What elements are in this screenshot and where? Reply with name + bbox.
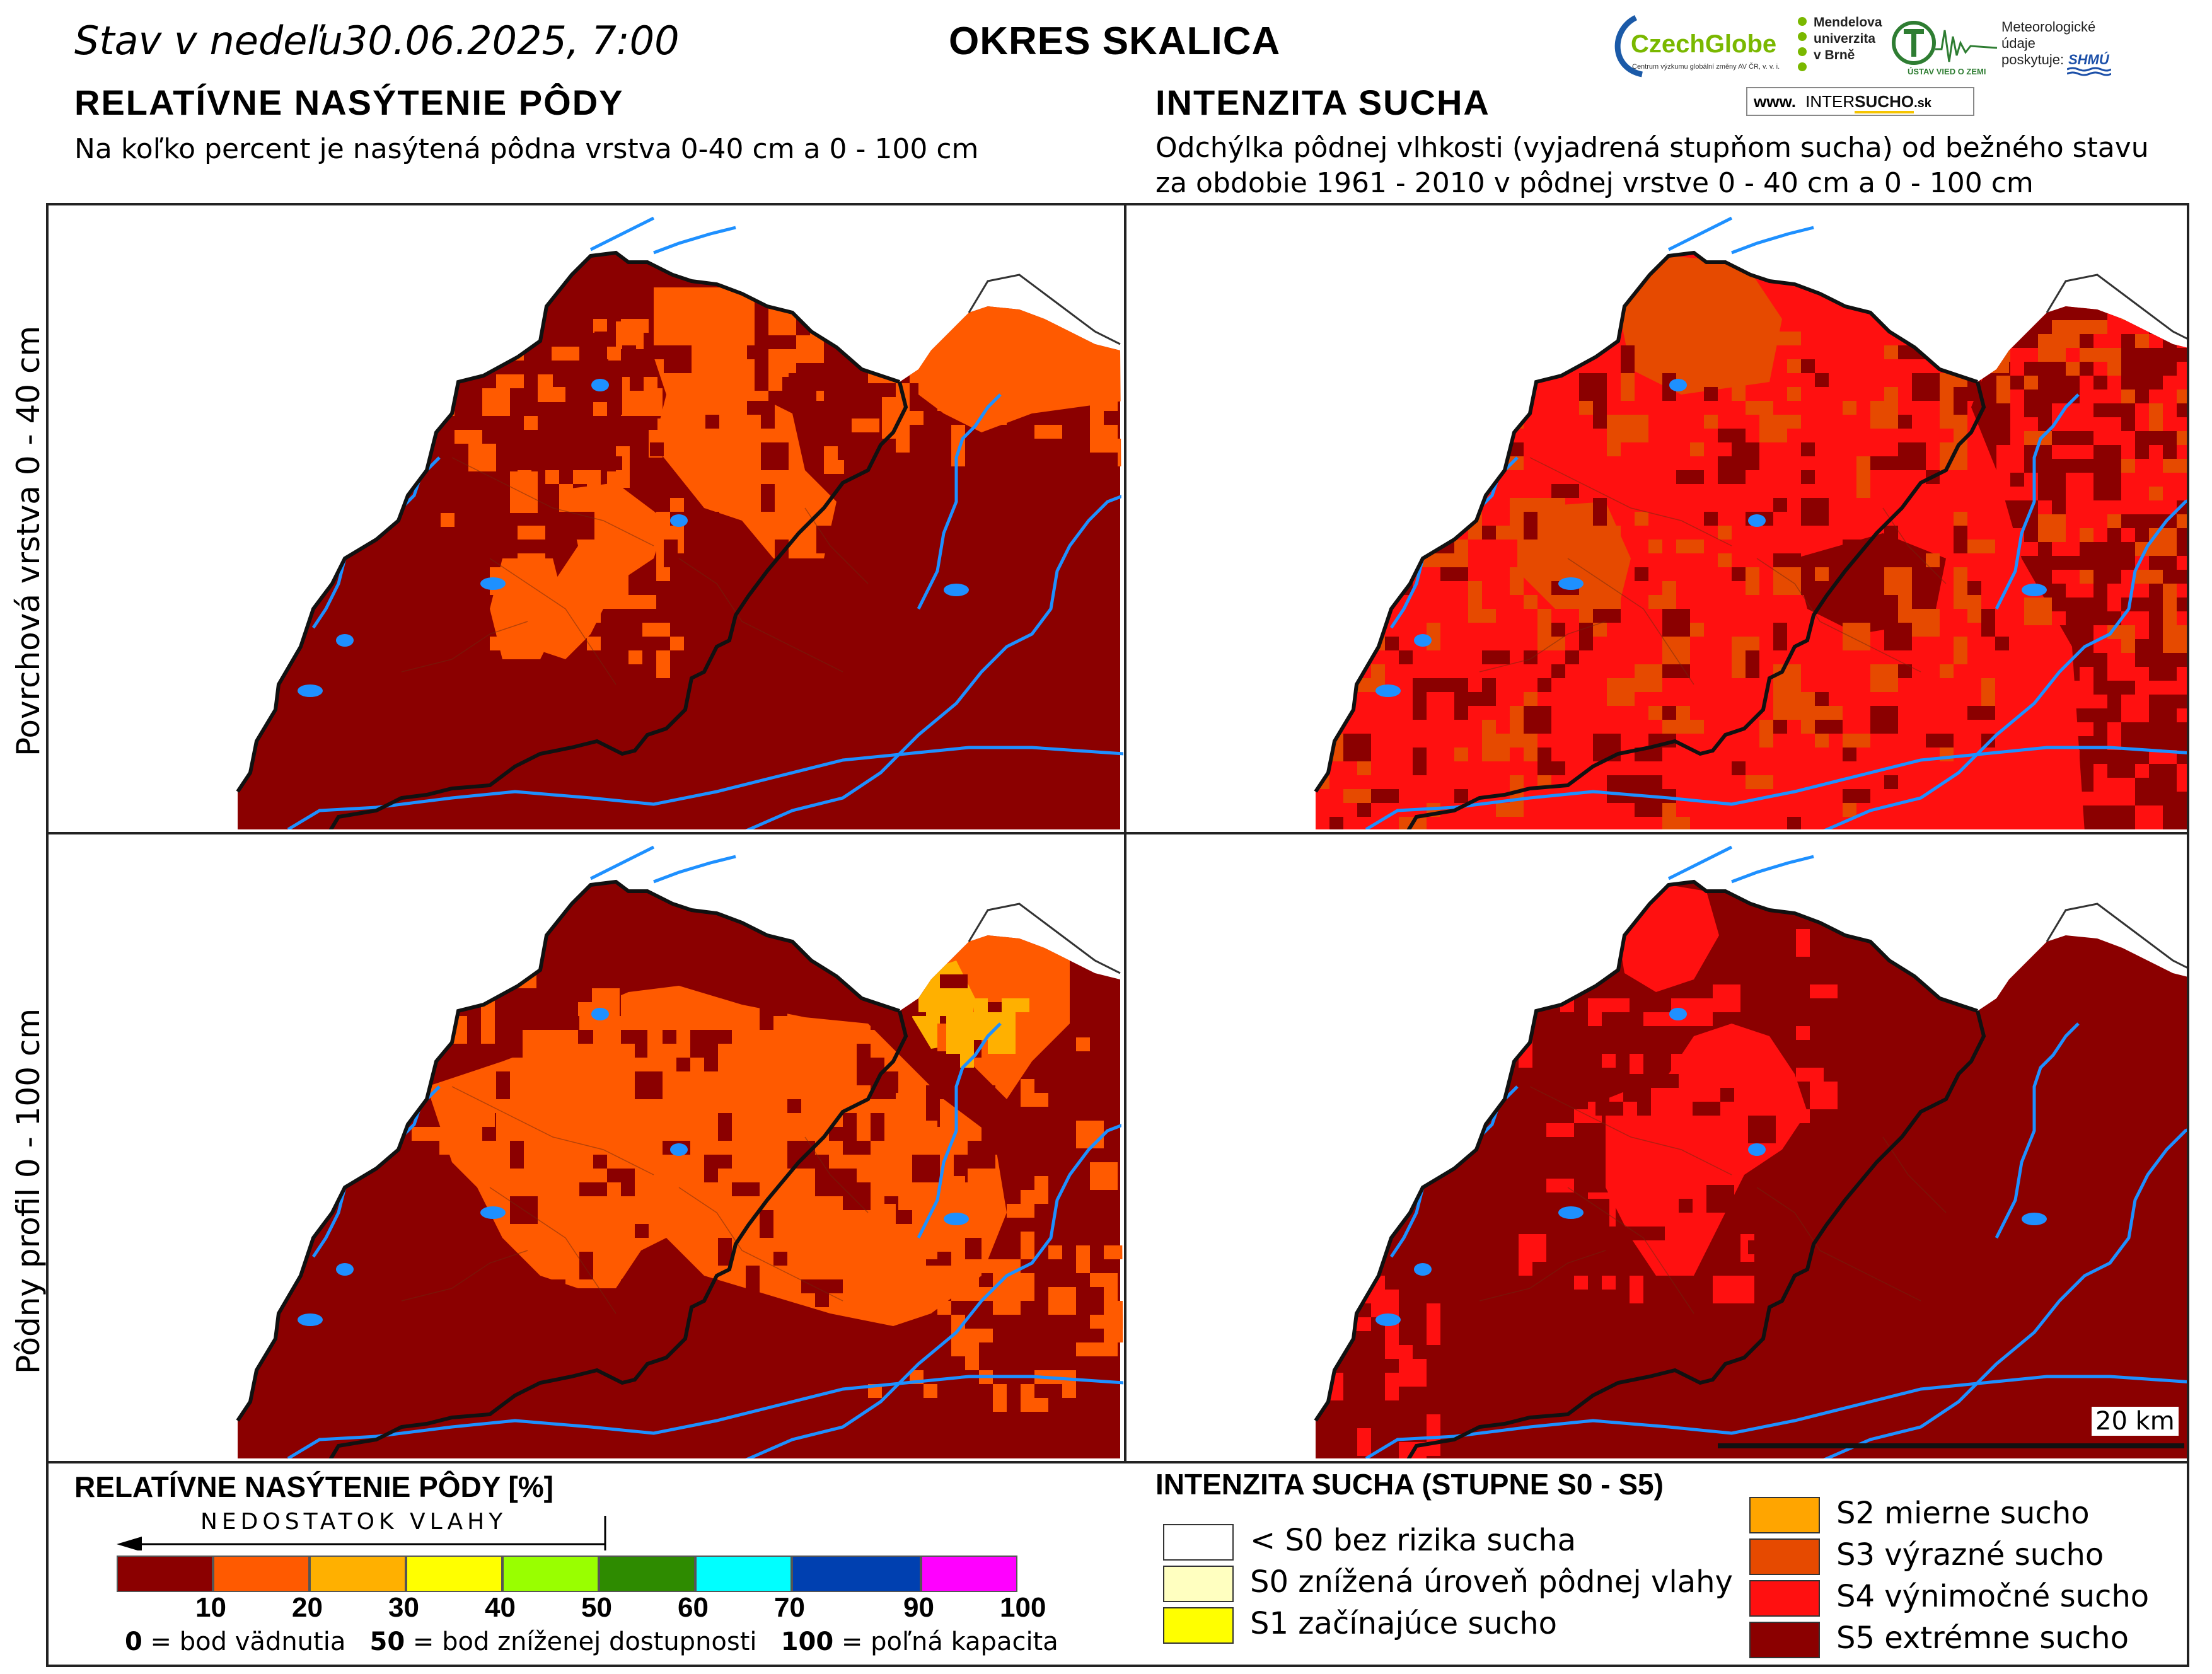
saturation-note: 0 = bod vädnutia 50 = bod zníženej dostu… (125, 1627, 1058, 1656)
saturation-swatch (599, 1556, 695, 1592)
scale-bar-label: 20 km (2092, 1407, 2179, 1436)
map-saturation-profile (49, 834, 1126, 1458)
drought-legend-swatch (1749, 1538, 1820, 1575)
intersucho-prefix: www. (1754, 92, 1796, 111)
shmu-logo: SHMÚ (2068, 52, 2109, 67)
drought-legend-swatch (1163, 1566, 1234, 1602)
czechglobe-swoosh-icon (1614, 14, 1643, 78)
arrow-left-icon (117, 1516, 606, 1550)
mendel-line-1: Mendelova (1814, 15, 1882, 30)
saturation-swatch (921, 1556, 1017, 1592)
saturation-tick-label: 40 (485, 1592, 516, 1623)
map-saturation-topsoil-svg (236, 216, 1124, 829)
district-title: OKRES SKALICA (949, 20, 1281, 63)
note-0-value: 0 (125, 1627, 142, 1656)
map-drought-profile-svg (1314, 845, 2187, 1458)
drought-legend-label: S1 začínajúce sucho (1250, 1606, 1557, 1641)
left-subtitle: Na koľko percent je nasýtená pôdna vrstv… (74, 133, 979, 165)
ustav-logo: ÚSTAV VIED O ZEMI (1891, 18, 1998, 81)
drought-legend-label: S4 výnimočné sucho (1836, 1579, 2150, 1614)
saturation-swatch (792, 1556, 921, 1592)
note-0-text: = bod vädnutia (142, 1627, 346, 1656)
drought-legend-swatch (1163, 1524, 1234, 1561)
czechglobe-subtitle: Centrum výzkumu globální změny AV ČR, v.… (1632, 63, 1780, 71)
saturation-swatch (117, 1556, 213, 1592)
saturation-tick-label: 30 (388, 1592, 419, 1623)
arrow-label: NEDOSTATOK VLAHY (200, 1509, 507, 1535)
saturation-tick-label: 100 (1000, 1592, 1046, 1623)
note-100-text: = poľná kapacita (833, 1627, 1058, 1656)
meteo-line-3: poskytuje: (2001, 52, 2064, 67)
shmu-block: Meteorologické údaje poskytuje: SHMÚ (2001, 19, 2128, 82)
meteo-line-1: Meteorologické (2001, 19, 2096, 35)
map-frame (46, 203, 2189, 1667)
map-drought-profile (1126, 834, 2187, 1458)
intersucho-suffix: .sk (1914, 96, 1931, 110)
saturation-legend-title: RELATÍVNE NASÝTENIE PÔDY [%] (74, 1470, 553, 1503)
drought-legend-swatch (1749, 1497, 1820, 1533)
saturation-swatch (310, 1556, 406, 1592)
scale-bar (1718, 1443, 2184, 1448)
map-drought-topsoil (1126, 205, 2187, 829)
meteo-line-2: údaje (2001, 35, 2035, 51)
drought-legend-label: < S0 bez rizika sucha (1250, 1523, 1577, 1558)
frame-divider-legend (46, 1461, 2189, 1463)
intersucho-sucho: SUCHO (1855, 92, 1914, 113)
czechglobe-logo: CzechGlobe Centrum výzkumu globální změn… (1611, 11, 1797, 81)
note-50-text: = bod zníženej dostupnosti (405, 1627, 757, 1656)
drought-legend-swatch (1163, 1607, 1234, 1644)
drought-legend-title: INTENZITA SUCHA (STUPNE S0 - S5) (1155, 1468, 1664, 1501)
map-saturation-profile-svg (236, 845, 1124, 1458)
map-drought-topsoil-svg (1314, 216, 2187, 829)
mendel-line-3: v Brně (1814, 48, 1855, 62)
row-label-top: Povrchová vrstva 0 - 40 cm (10, 325, 47, 756)
right-subtitle-2: za obdobie 1961 - 2010 v pôdnej vrstve 0… (1155, 167, 2034, 199)
czechglobe-name: CzechGlobe (1631, 30, 1777, 58)
right-title: INTENZITA SUCHA (1155, 83, 1490, 122)
map-saturation-topsoil (49, 205, 1126, 829)
drought-legend-swatch (1749, 1580, 1820, 1617)
drought-legend-label: S5 extrémne sucho (1836, 1620, 2129, 1656)
saturation-swatch (695, 1556, 792, 1592)
waves-icon (2067, 67, 2111, 76)
frame-divider-middle (46, 832, 2189, 834)
saturation-tick-label: 20 (292, 1592, 323, 1623)
note-50-value: 50 (369, 1627, 405, 1656)
saturation-swatch (502, 1556, 599, 1592)
note-100-value: 100 (780, 1627, 834, 1656)
saturation-ticks: 10 20 30 40 50 60 70 90 100 (117, 1592, 1062, 1624)
seismograph-icon (1892, 21, 1998, 65)
saturation-swatch (213, 1556, 310, 1592)
ustav-name: ÚSTAV VIED O ZEMI (1908, 67, 1986, 76)
right-subtitle-1: Odchýlka pôdnej vlhkosti (vyjadrená stup… (1155, 132, 2149, 164)
mendel-dots-icon (1798, 17, 1807, 71)
saturation-tick-label: 10 (195, 1592, 226, 1623)
left-title: RELATÍVNE NASÝTENIE PÔDY (74, 83, 624, 122)
mendel-line-2: univerzita (1814, 32, 1876, 46)
drought-legend-label: S0 znížená úroveň pôdnej vlahy (1250, 1564, 1733, 1600)
intersucho-inter: INTER (1805, 92, 1855, 111)
saturation-tick-label: 60 (678, 1592, 709, 1623)
mendel-logo: Mendelova univerzita v Brně (1793, 14, 1888, 83)
saturation-tick-label: 50 (581, 1592, 612, 1623)
saturation-tick-label: 70 (774, 1592, 805, 1623)
saturation-swatch (406, 1556, 502, 1592)
saturation-color-bar (117, 1556, 1017, 1592)
date-line: Stav v nedeľu30.06.2025, 7:00 (74, 18, 680, 64)
drought-legend-label: S2 mierne sucho (1836, 1496, 2090, 1531)
row-label-bottom: Pôdny profil 0 - 100 cm (10, 1008, 47, 1374)
intersucho-logo: www. INTERSUCHO.sk (1746, 87, 1974, 116)
drought-legend-label: S3 výrazné sucho (1836, 1537, 2104, 1573)
saturation-tick-label: 90 (903, 1592, 934, 1623)
drought-legend-swatch (1749, 1622, 1820, 1658)
